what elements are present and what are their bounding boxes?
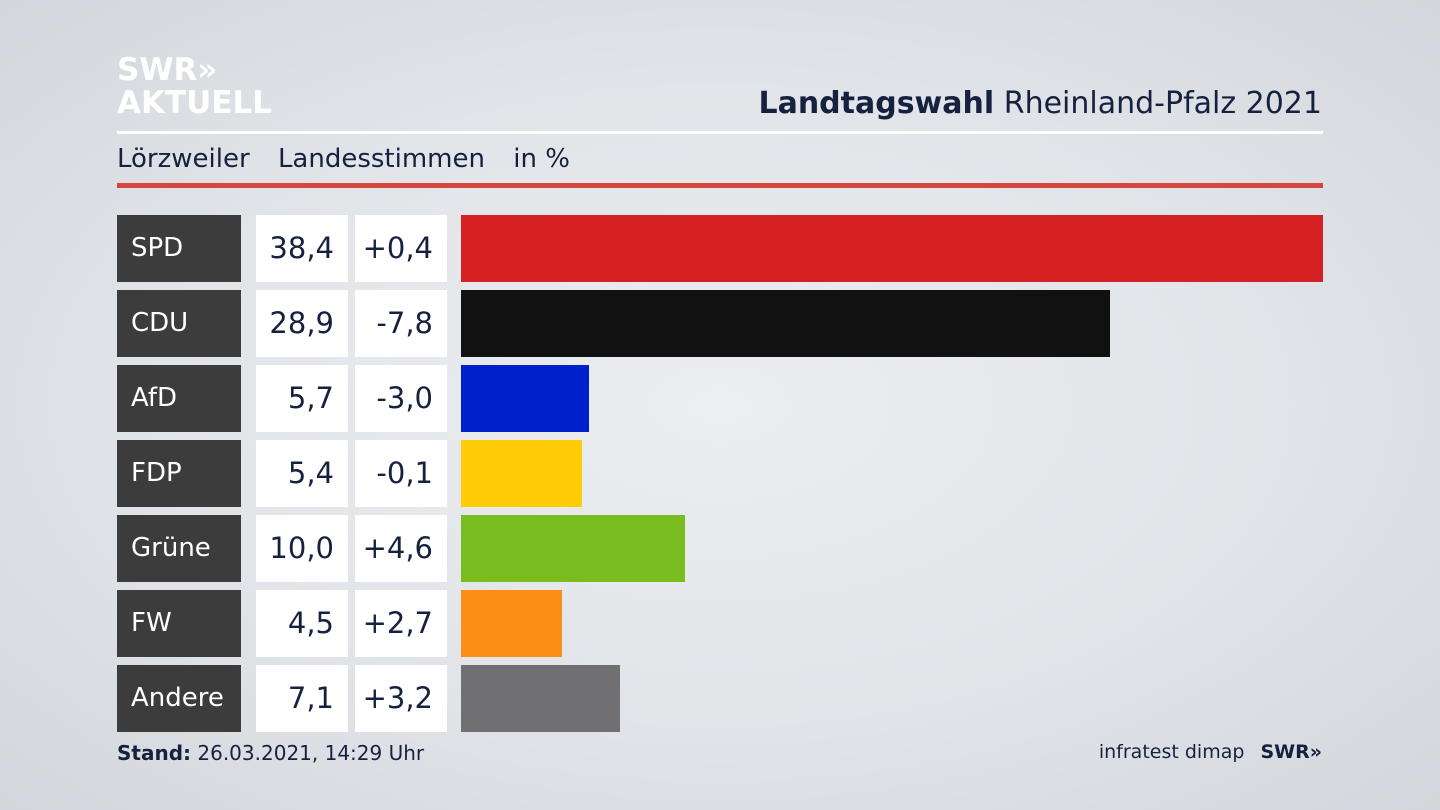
vote-change-value: +0,4	[355, 215, 447, 282]
logo-line-2: AKTUELL	[117, 85, 273, 121]
header-divider	[117, 131, 1323, 134]
logo-line-1: SWR»	[117, 52, 218, 88]
vote-share-value: 7,1	[256, 665, 348, 732]
place-label: Lörzweiler	[117, 144, 250, 174]
stand-value: 26.03.2021, 14:29 Uhr	[197, 741, 425, 765]
result-row: Grüne 10,0 +4,6	[117, 515, 1323, 582]
party-label: FDP	[117, 440, 241, 507]
party-label: Grüne	[117, 515, 241, 582]
result-row: FW 4,5 +2,7	[117, 590, 1323, 657]
title-bold: Landtagswahl	[758, 86, 995, 121]
accent-divider	[117, 183, 1323, 188]
result-bar	[461, 665, 620, 732]
result-bar	[461, 365, 589, 432]
vote-change-value: -7,8	[355, 290, 447, 357]
result-row: Andere 7,1 +3,2	[117, 665, 1323, 732]
result-row: AfD 5,7 -3,0	[117, 365, 1323, 432]
vote-change-value: -3,0	[355, 365, 447, 432]
result-row: SPD 38,4 +0,4	[117, 215, 1323, 282]
vote-share-value: 4,5	[256, 590, 348, 657]
party-label: AfD	[117, 365, 241, 432]
vote-change-value: +2,7	[355, 590, 447, 657]
vote-share-value: 10,0	[256, 515, 348, 582]
party-label: SPD	[117, 215, 241, 282]
source-credit: infratest dimap SWR»	[1099, 741, 1322, 763]
result-row: FDP 5,4 -0,1	[117, 440, 1323, 507]
party-label: Andere	[117, 665, 241, 732]
result-bar	[461, 590, 562, 657]
stand-label: Stand:	[117, 741, 192, 765]
swr-brand: SWR»	[1260, 741, 1322, 763]
results-chart: SPD 38,4 +0,4 CDU 28,9 -7,8 AfD 5,7 -3,0 FDP 5,4 -0…	[117, 215, 1323, 735]
swr-aktuell-logo: SWR» AKTUELL	[117, 54, 272, 120]
chart-title: Landtagswahl Rheinland-Pfalz 2021	[758, 86, 1322, 121]
result-bar	[461, 215, 1323, 282]
subheader: Lörzweiler Landesstimmen in %	[117, 144, 590, 174]
source-label: infratest dimap	[1098, 741, 1245, 763]
result-bar	[461, 515, 685, 582]
vote-change-value: +4,6	[355, 515, 447, 582]
vote-type-label: Landesstimmen	[277, 144, 485, 174]
vote-share-value: 38,4	[256, 215, 348, 282]
timestamp: Stand: 26.03.2021, 14:29 Uhr	[117, 741, 424, 765]
result-bar	[461, 290, 1110, 357]
result-bar	[461, 440, 582, 507]
vote-share-value: 28,9	[256, 290, 348, 357]
party-label: FW	[117, 590, 241, 657]
unit-label: in %	[513, 144, 570, 174]
result-row: CDU 28,9 -7,8	[117, 290, 1323, 357]
vote-change-value: +3,2	[355, 665, 447, 732]
vote-share-value: 5,4	[256, 440, 348, 507]
title-rest: Rheinland-Pfalz 2021	[1003, 86, 1322, 121]
party-label: CDU	[117, 290, 241, 357]
vote-share-value: 5,7	[256, 365, 348, 432]
vote-change-value: -0,1	[355, 440, 447, 507]
